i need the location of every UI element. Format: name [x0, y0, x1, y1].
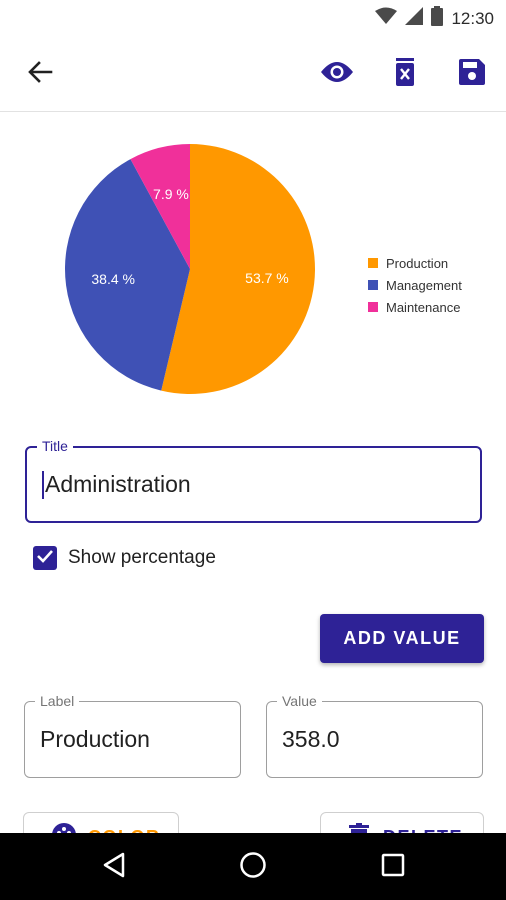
checkmark-icon: [36, 547, 54, 570]
show-percentage-checkbox[interactable]: [33, 546, 57, 570]
pie-data-label: 7.9 %: [153, 186, 189, 202]
delete-sheet-icon: [394, 57, 416, 91]
back-triangle-icon: [102, 852, 126, 883]
show-percentage-row[interactable]: Show percentage: [33, 546, 216, 570]
legend-label: Production: [386, 255, 449, 271]
value-field-value: 358.0: [282, 726, 340, 752]
pie-slice-management: [64, 159, 190, 391]
add-value-button[interactable]: ADD VALUE: [320, 614, 484, 663]
label-field-value: Production: [40, 726, 150, 752]
legend-swatch: [368, 280, 378, 290]
status-bar: 12:30: [0, 0, 506, 36]
wifi-icon: [375, 7, 398, 30]
chart-legend: Production Management Maintenance: [368, 252, 462, 318]
legend-item-production: Production: [368, 252, 462, 274]
text-caret: [42, 470, 44, 499]
legend-swatch: [368, 302, 378, 312]
pie-data-label: 38.4 %: [91, 271, 135, 287]
signal-icon: [405, 7, 424, 30]
nav-home-button[interactable]: [237, 851, 269, 883]
recents-square-icon: [381, 853, 405, 882]
legend-label: Maintenance: [386, 299, 461, 315]
back-arrow-icon: [27, 59, 53, 90]
pie-slice-maintenance: [130, 144, 190, 269]
title-field[interactable]: Title Administration: [25, 437, 482, 523]
battery-icon: [431, 6, 444, 31]
pie-chart: 53.7 % 38.4 % 7.9 %: [64, 144, 315, 394]
legend-item-maintenance: Maintenance: [368, 296, 462, 318]
preview-button[interactable]: [317, 54, 357, 94]
nav-recents-button[interactable]: [377, 851, 409, 883]
pie-data-label: 53.7 %: [245, 270, 289, 286]
status-time: 12:30: [451, 8, 494, 28]
legend-label: Management: [386, 277, 462, 293]
value-field[interactable]: Value 358.0: [266, 692, 483, 778]
status-icons: 12:30: [375, 6, 494, 31]
label-field-label: Label: [35, 692, 80, 710]
title-field-value-wrap: Administration: [42, 448, 191, 521]
back-button[interactable]: [20, 54, 60, 94]
nav-back-button[interactable]: [98, 851, 130, 883]
value-field-label: Value: [277, 692, 322, 710]
system-nav-bar: [0, 833, 506, 900]
pie-chart-area: 53.7 % 38.4 % 7.9 %: [0, 112, 506, 422]
app-bar: [0, 36, 506, 112]
title-field-value: Administration: [45, 471, 191, 497]
label-field[interactable]: Label Production: [24, 692, 241, 778]
title-field-label: Title: [37, 437, 73, 455]
pie-slice-production: [161, 144, 315, 394]
save-button[interactable]: [452, 54, 492, 94]
eye-icon: [320, 60, 354, 89]
home-circle-icon: [239, 851, 267, 884]
legend-item-management: Management: [368, 274, 462, 296]
show-percentage-label: Show percentage: [68, 547, 216, 568]
delete-chart-button[interactable]: [385, 54, 425, 94]
save-icon: [459, 58, 485, 90]
legend-swatch: [368, 258, 378, 268]
